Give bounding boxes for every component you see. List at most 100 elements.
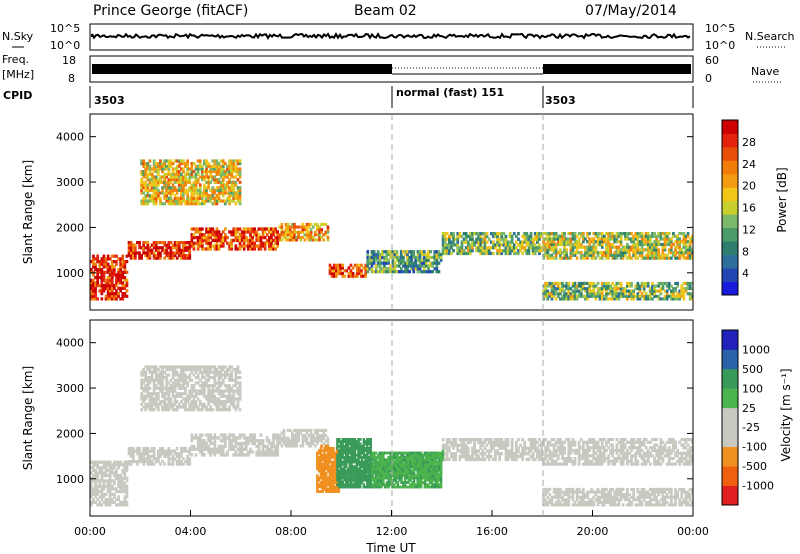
power-cell <box>309 235 313 239</box>
velocity-cell <box>561 457 564 461</box>
velocity-cell <box>284 441 288 445</box>
power-cell <box>180 183 183 187</box>
velocity-cell <box>219 447 223 451</box>
power-cell <box>328 266 332 270</box>
velocity-cell <box>129 452 133 456</box>
power-cell <box>646 281 650 285</box>
power-cell <box>586 248 589 252</box>
velocity-cell <box>510 455 514 459</box>
velocity-cell <box>159 378 162 382</box>
power-cell <box>194 235 198 240</box>
velocity-cell <box>598 462 602 466</box>
velocity-cell <box>154 394 158 398</box>
velocity-cell <box>473 446 476 450</box>
power-cell <box>628 256 631 260</box>
power-cell <box>165 243 169 247</box>
power-cell <box>129 251 133 255</box>
power-cell <box>680 251 684 255</box>
velocity-cell <box>98 503 102 507</box>
velocity-cell <box>125 466 129 470</box>
velocity-cell <box>257 453 261 457</box>
velocity-cell <box>144 384 148 388</box>
power-cell <box>471 246 474 250</box>
velocity-cell <box>188 405 192 409</box>
velocity-cell <box>577 451 581 455</box>
power-cell <box>234 238 238 243</box>
velocity-cell <box>525 446 529 450</box>
power-cell <box>96 273 99 277</box>
power-cell <box>435 252 439 257</box>
power-cell <box>575 289 579 293</box>
power-cell <box>611 287 614 291</box>
velocity-cell <box>559 443 562 447</box>
power-cell <box>194 164 198 168</box>
velocity-cell <box>123 503 127 507</box>
power-cell <box>674 256 677 260</box>
power-cell <box>579 287 583 291</box>
power-cell <box>349 269 353 273</box>
velocity-cell <box>129 447 133 451</box>
power-cell <box>102 289 106 293</box>
power-cell <box>96 270 99 274</box>
velocity-cell <box>651 438 654 442</box>
power-cell <box>238 170 242 174</box>
velocity-cell <box>458 457 462 462</box>
velocity-cell <box>188 394 192 398</box>
power-cell <box>228 188 231 192</box>
power-cell <box>119 273 122 277</box>
power-cell <box>119 281 122 285</box>
power-cell <box>167 170 171 174</box>
power-cell <box>678 237 681 241</box>
power-cell <box>236 196 240 200</box>
velocity-cell <box>238 441 242 446</box>
velocity-cell <box>154 373 158 377</box>
velocity-cell <box>167 386 171 390</box>
velocity-cell <box>152 400 156 404</box>
velocity-cell <box>469 457 472 462</box>
power-cell <box>385 252 388 257</box>
power-cell <box>152 159 156 163</box>
velocity-cell <box>159 386 162 390</box>
power-cell <box>180 180 183 184</box>
power-cell <box>217 180 221 184</box>
freq-label: Freq. <box>2 53 29 66</box>
velocity-cell <box>261 441 265 446</box>
velocity-cell <box>173 365 177 369</box>
power-cell <box>196 178 200 182</box>
velocity-cell <box>391 464 395 468</box>
velocity-cell <box>228 436 231 440</box>
velocity-cell <box>167 392 171 396</box>
velocity-cell <box>623 457 627 461</box>
power-cell <box>307 222 311 226</box>
power-cell <box>194 202 198 206</box>
power-cell <box>148 254 152 258</box>
power-cell <box>173 172 177 176</box>
power-cell <box>378 270 382 274</box>
power-cell <box>188 180 192 184</box>
power-cell <box>251 244 254 248</box>
velocity-cell <box>584 454 587 458</box>
power-cell <box>215 164 219 168</box>
power-cell <box>232 159 236 163</box>
velocity-cell <box>672 440 675 444</box>
power-cell <box>638 294 642 298</box>
power-cell <box>649 294 652 298</box>
power-cell <box>661 297 665 301</box>
velocity-cell <box>188 402 192 406</box>
power-cell <box>94 265 97 269</box>
power-cell <box>475 246 478 250</box>
power-cell <box>569 237 573 241</box>
power-cell <box>483 243 487 247</box>
velocity-cell <box>320 444 323 448</box>
velocity-cell <box>268 441 271 446</box>
power-cell <box>586 234 589 238</box>
power-cell <box>207 238 210 243</box>
power-cell <box>642 289 646 293</box>
power-cell <box>623 289 627 293</box>
velocity-cell <box>121 468 125 472</box>
power-cell <box>582 256 585 260</box>
power-cell <box>117 273 120 277</box>
power-cell <box>207 175 210 179</box>
velocity-cell <box>186 462 189 466</box>
power-cell <box>579 294 583 298</box>
